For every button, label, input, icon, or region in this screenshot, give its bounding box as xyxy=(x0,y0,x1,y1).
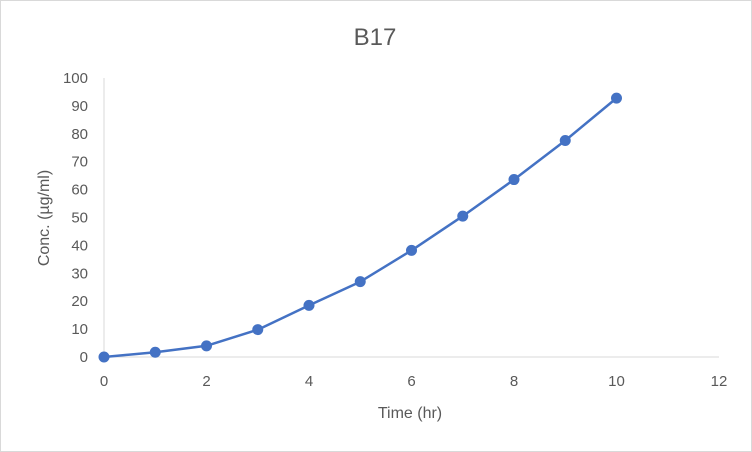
y-tick-label: 90 xyxy=(71,98,88,115)
data-point xyxy=(201,340,212,352)
x-tick-label: 0 xyxy=(100,373,108,390)
x-tick-label: 12 xyxy=(711,373,728,390)
x-tick-label: 4 xyxy=(305,373,313,390)
series-line xyxy=(103,97,618,359)
data-point xyxy=(252,324,264,336)
y-axis-title: Conc. (µg/ml) xyxy=(36,170,53,266)
y-tick-label: 50 xyxy=(71,210,88,227)
data-point xyxy=(98,351,110,363)
y-tick-label: 100 xyxy=(63,70,88,87)
y-tick-labels: 0 10 20 30 40 50 60 70 80 90 100 xyxy=(63,70,88,366)
y-tick-label: 10 xyxy=(71,321,88,338)
y-tick-label: 60 xyxy=(71,182,88,199)
x-tick-label: 6 xyxy=(407,373,415,390)
data-point xyxy=(406,244,417,256)
y-tick-label: 20 xyxy=(71,293,88,310)
y-tick-label: 30 xyxy=(71,265,88,282)
data-point xyxy=(508,174,520,186)
x-tick-label: 2 xyxy=(202,373,210,390)
y-tick-label: 0 xyxy=(80,349,88,366)
y-tick-label: 70 xyxy=(71,154,88,171)
data-point xyxy=(354,276,366,288)
data-point xyxy=(149,346,161,358)
x-axis-title: Time (hr) xyxy=(378,405,442,422)
data-point xyxy=(457,210,469,222)
data-point xyxy=(303,299,315,311)
y-tick-label: 40 xyxy=(71,237,88,254)
x-tick-label: 8 xyxy=(510,373,518,390)
data-point xyxy=(611,92,622,104)
data-point xyxy=(559,134,571,146)
y-tick-label: 80 xyxy=(71,126,88,143)
series-markers xyxy=(98,92,622,363)
x-tick-labels: 0 2 4 6 8 10 12 xyxy=(100,373,728,390)
chart-title: B17 xyxy=(354,24,397,51)
x-tick-label: 10 xyxy=(608,373,625,390)
